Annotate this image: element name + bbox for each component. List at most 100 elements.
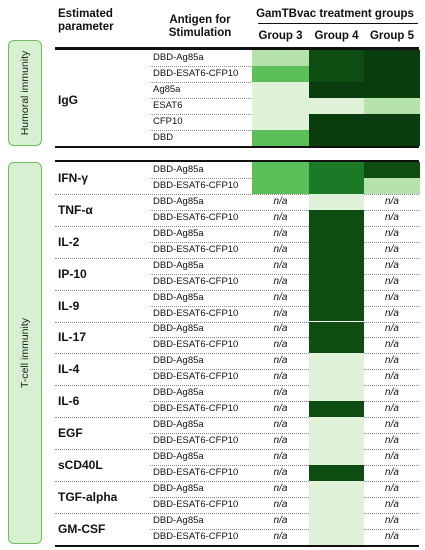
heat-cell [309, 162, 364, 178]
heat-cell [309, 433, 364, 450]
na-cell: n/a [273, 435, 288, 447]
na-cell: n/a [273, 514, 288, 526]
param-label: TNF-α [58, 202, 93, 217]
na-cell: n/a [385, 323, 399, 335]
na-cell: n/a [385, 195, 399, 207]
group-separator [55, 257, 419, 259]
heat-cell [309, 98, 364, 114]
antigen-label: DBD-Ag85a [153, 323, 204, 335]
tcell-top-rule [55, 160, 419, 162]
na-cell: n/a [273, 323, 288, 335]
group-separator [55, 512, 419, 514]
heat-cell [252, 162, 309, 178]
heat-cell [252, 82, 309, 98]
humoral-bottom-rule [55, 146, 419, 148]
na-cell: n/a [385, 498, 399, 510]
na-cell: n/a [273, 371, 288, 383]
param-label: IL-4 [58, 362, 80, 377]
antigen-label: DBD-Ag85a [153, 387, 204, 399]
heat-cell [309, 82, 364, 98]
heat-cell [364, 177, 420, 194]
heat-cell [309, 130, 364, 146]
humoral-immunity-box: Humoral immunity [8, 40, 42, 146]
header-group-4: Group 4 [314, 30, 359, 42]
antigen-label: ESAT6 [153, 100, 183, 111]
heat-cell [309, 257, 364, 274]
heat-cell [309, 337, 364, 354]
na-cell: n/a [273, 419, 288, 431]
row-separator [150, 465, 419, 467]
na-cell: n/a [273, 227, 288, 239]
heat-cell [309, 50, 364, 66]
group-separator [55, 321, 419, 323]
antigen-label: DBD-Ag85a [153, 291, 204, 303]
heat-cell [309, 496, 364, 513]
heat-cell [309, 528, 364, 545]
param-label: IL-9 [58, 298, 80, 313]
param-label: GM-CSF [58, 521, 106, 536]
row-separator [150, 369, 419, 371]
heat-cell [364, 162, 420, 178]
header-group-3: Group 3 [258, 30, 303, 42]
group-separator [55, 225, 419, 227]
na-cell: n/a [385, 259, 399, 271]
heat-cell [252, 130, 309, 146]
group-separator [55, 417, 419, 419]
heat-cell [309, 225, 364, 242]
heat-cell [309, 289, 364, 306]
heat-cell [309, 273, 364, 290]
na-cell: n/a [273, 355, 288, 367]
top-rule [55, 47, 419, 50]
heat-cell [309, 353, 364, 370]
heat-cell [252, 50, 309, 66]
na-cell: n/a [273, 387, 288, 399]
heat-cell [309, 385, 364, 402]
heat-cell [309, 177, 364, 194]
antigen-label: DBD-ESAT6-CFP10 [153, 211, 239, 223]
antigen-label: DBD-Ag85a [153, 482, 204, 494]
na-cell: n/a [273, 498, 288, 510]
row-separator [150, 496, 419, 498]
antigen-label: DBD-Ag85a [153, 514, 204, 526]
row-separator [150, 401, 419, 403]
na-cell: n/a [385, 467, 399, 479]
group-separator [55, 385, 419, 387]
antigen-label: DBD-ESAT6-CFP10 [153, 307, 239, 319]
na-cell: n/a [273, 307, 288, 319]
row-separator [150, 241, 419, 243]
heat-cell [252, 66, 309, 82]
header-estimated-parameter: Estimated parameter [58, 8, 114, 33]
na-cell: n/a [273, 259, 288, 271]
heat-cell [309, 481, 364, 497]
param-label: IFN-γ [58, 170, 88, 185]
na-cell: n/a [385, 355, 399, 367]
heat-cell [309, 465, 364, 481]
heat-cell [364, 130, 420, 146]
na-cell: n/a [273, 211, 288, 223]
row-separator [150, 209, 419, 211]
heat-cell [309, 321, 364, 338]
na-cell: n/a [273, 291, 288, 303]
row-separator [150, 305, 419, 307]
param-label: IP-10 [58, 266, 87, 281]
heat-cell [309, 305, 364, 322]
antigen-label: DBD-ESAT6-CFP10 [153, 530, 239, 542]
na-cell: n/a [385, 451, 399, 463]
group-separator [55, 449, 419, 451]
na-cell: n/a [273, 451, 288, 463]
heat-cell [364, 50, 420, 66]
heat-cell [364, 66, 420, 82]
antigen-label: DBD-Ag85a [153, 355, 204, 367]
row-separator [150, 528, 419, 530]
na-cell: n/a [385, 419, 399, 431]
header-group-5: Group 5 [369, 30, 415, 42]
na-cell: n/a [273, 195, 288, 207]
na-cell: n/a [273, 530, 288, 542]
na-cell: n/a [385, 371, 399, 383]
antigen-label: DBD-ESAT6-CFP10 [153, 403, 239, 415]
group-separator [55, 289, 419, 291]
heat-cell [252, 177, 309, 194]
antigen-label: DBD-ESAT6-CFP10 [153, 498, 239, 510]
na-cell: n/a [273, 275, 288, 287]
param-label: IL-6 [58, 394, 80, 409]
